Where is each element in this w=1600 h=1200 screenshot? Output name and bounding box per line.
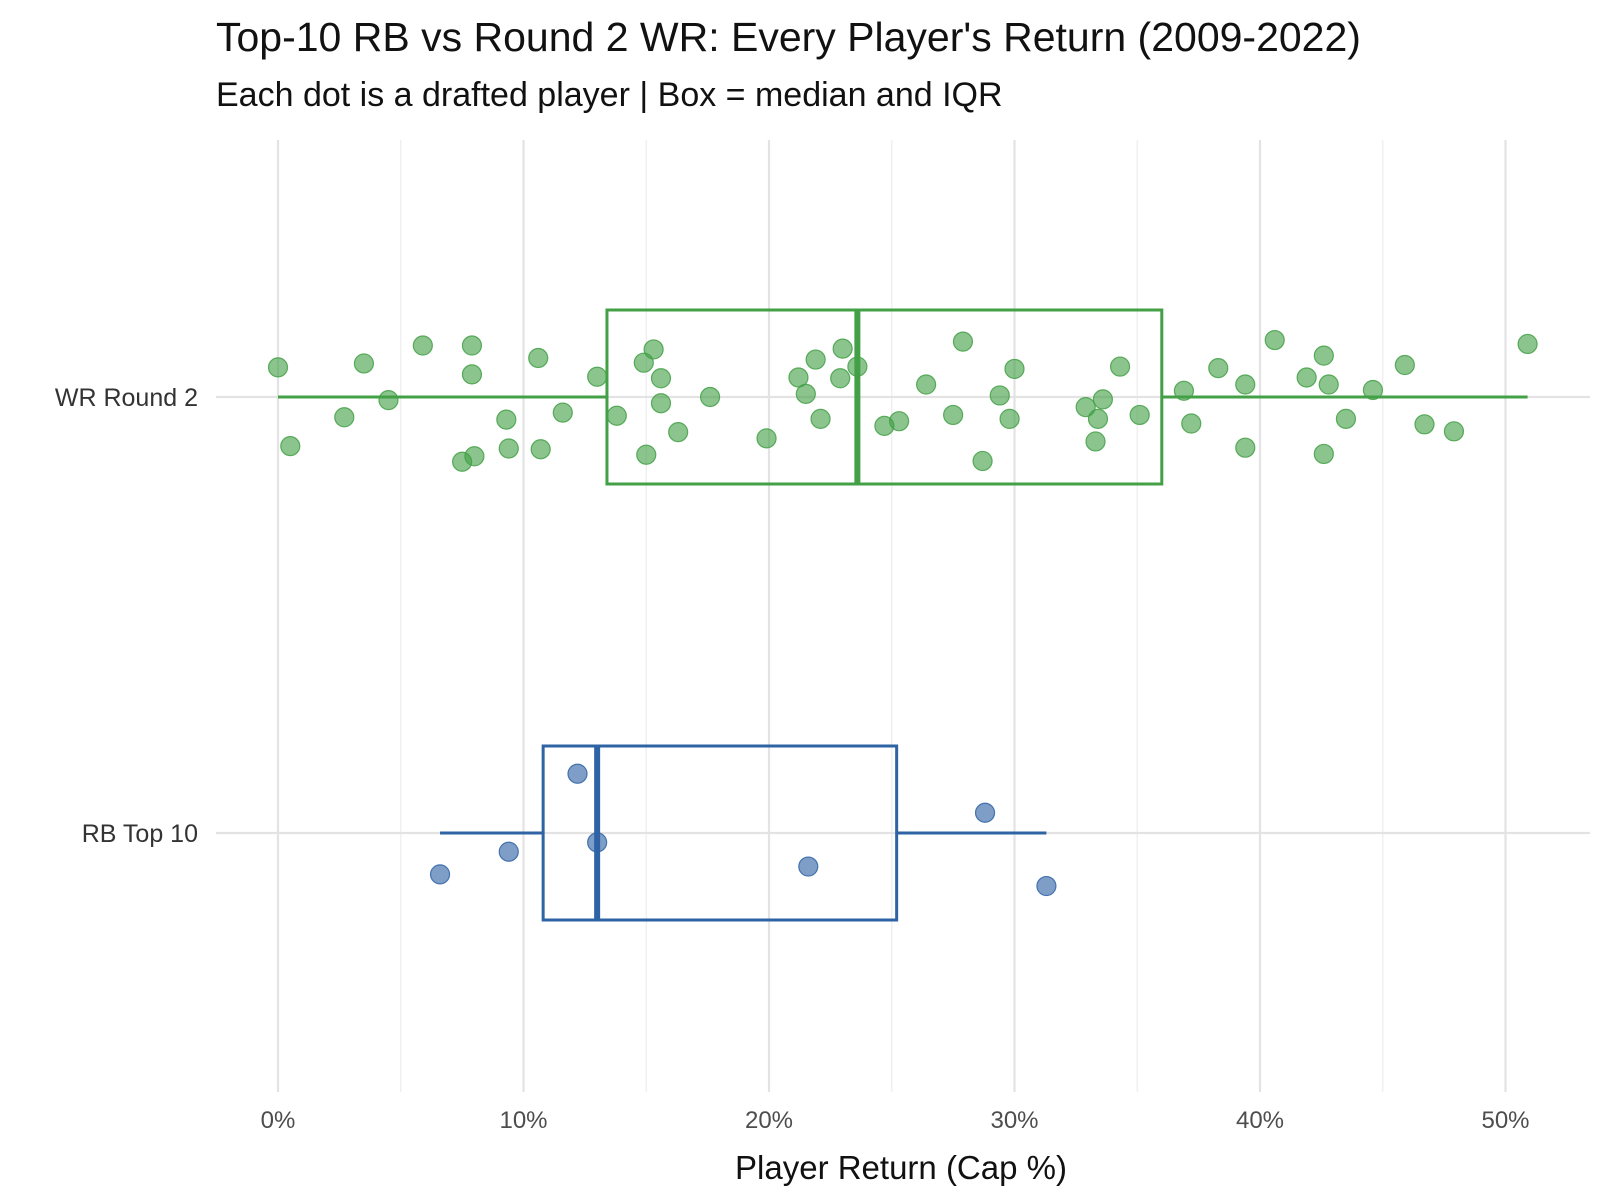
player-dot: [552, 402, 573, 423]
player-dot: [280, 436, 301, 457]
chart-title: Top-10 RB vs Round 2 WR: Every Player's …: [216, 14, 1361, 60]
player-dot: [668, 422, 689, 443]
player-dot: [952, 331, 974, 352]
player-dot: [1235, 374, 1256, 395]
chart-subtitle: Each dot is a drafted player | Box = med…: [216, 76, 1003, 114]
player-dot: [832, 338, 853, 359]
player-dot: [650, 393, 672, 414]
player-dot: [1264, 329, 1285, 351]
x-tick-label: 40%: [1236, 1107, 1284, 1134]
player-dot: [805, 349, 826, 370]
player-dot: [1004, 358, 1025, 380]
player-dot: [412, 335, 433, 356]
player-dot: [636, 444, 657, 465]
player-dot: [429, 864, 451, 885]
player-dot: [1085, 431, 1106, 452]
x-axis-label: Player Return (Cap %): [735, 1149, 1067, 1186]
plot-area: [267, 308, 1538, 922]
player-dot: [567, 763, 588, 784]
player-dot: [464, 446, 485, 467]
player-dot: [974, 802, 996, 823]
player-dot: [889, 411, 910, 432]
player-dot: [989, 385, 1010, 406]
player-dot: [1235, 437, 1256, 458]
player-dot: [1313, 345, 1334, 366]
iqr-box: [605, 308, 1164, 486]
player-dot: [334, 407, 355, 428]
player-dot: [795, 383, 816, 404]
player-dot: [650, 368, 672, 389]
player-dot: [1109, 356, 1131, 377]
player-dot: [847, 356, 868, 377]
player-dot: [643, 339, 664, 360]
x-tick-label: 30%: [990, 1107, 1038, 1134]
player-dot: [1181, 413, 1202, 434]
iqr-box: [541, 744, 899, 922]
player-dot: [461, 364, 483, 385]
player-dot: [587, 366, 608, 387]
player-dot: [699, 386, 721, 408]
player-dot: [1087, 408, 1109, 429]
player-dot: [587, 832, 608, 853]
player-dot: [1075, 397, 1096, 418]
player-dot: [798, 856, 819, 877]
player-dot: [353, 353, 375, 374]
player-dot: [1208, 358, 1229, 379]
player-dot: [972, 450, 993, 472]
player-dot: [1036, 875, 1057, 897]
player-dot: [498, 438, 519, 459]
grid-lines: [216, 140, 1590, 1092]
player-dot: [1173, 380, 1194, 401]
player-dot: [496, 409, 517, 430]
player-dot: [606, 405, 627, 426]
player-dot: [999, 408, 1020, 429]
player-dot: [943, 404, 964, 426]
player-dot: [1296, 367, 1317, 388]
player-dot: [1092, 389, 1113, 410]
x-tick-label: 0%: [261, 1107, 296, 1134]
player-dot: [1394, 354, 1415, 376]
player-dot: [378, 390, 399, 411]
player-dot: [267, 357, 289, 378]
player-dot: [1318, 374, 1339, 395]
player-dot: [916, 374, 937, 395]
player-dot: [1129, 404, 1150, 426]
player-dot: [756, 428, 777, 449]
player-dot: [528, 347, 549, 369]
x-tick-label: 20%: [745, 1107, 793, 1134]
category-label: WR Round 2: [55, 384, 198, 412]
player-dot: [530, 439, 551, 460]
player-dot: [1443, 421, 1465, 442]
player-dot: [810, 408, 831, 429]
player-dot: [1335, 408, 1357, 429]
category-label: RB Top 10: [82, 820, 198, 848]
x-tick-label: 10%: [499, 1107, 547, 1134]
player-dot: [1517, 333, 1538, 355]
player-dot: [830, 368, 851, 389]
player-dot: [461, 335, 483, 356]
player-dot: [1362, 379, 1384, 401]
x-tick-label: 50%: [1481, 1107, 1529, 1134]
player-dot: [1414, 414, 1435, 435]
player-dot: [1313, 443, 1334, 465]
axes: 0% 10% 20% 30% 40% 50% WR Round 2 RB Top 10: [55, 384, 1530, 1134]
player-dot: [498, 841, 519, 862]
